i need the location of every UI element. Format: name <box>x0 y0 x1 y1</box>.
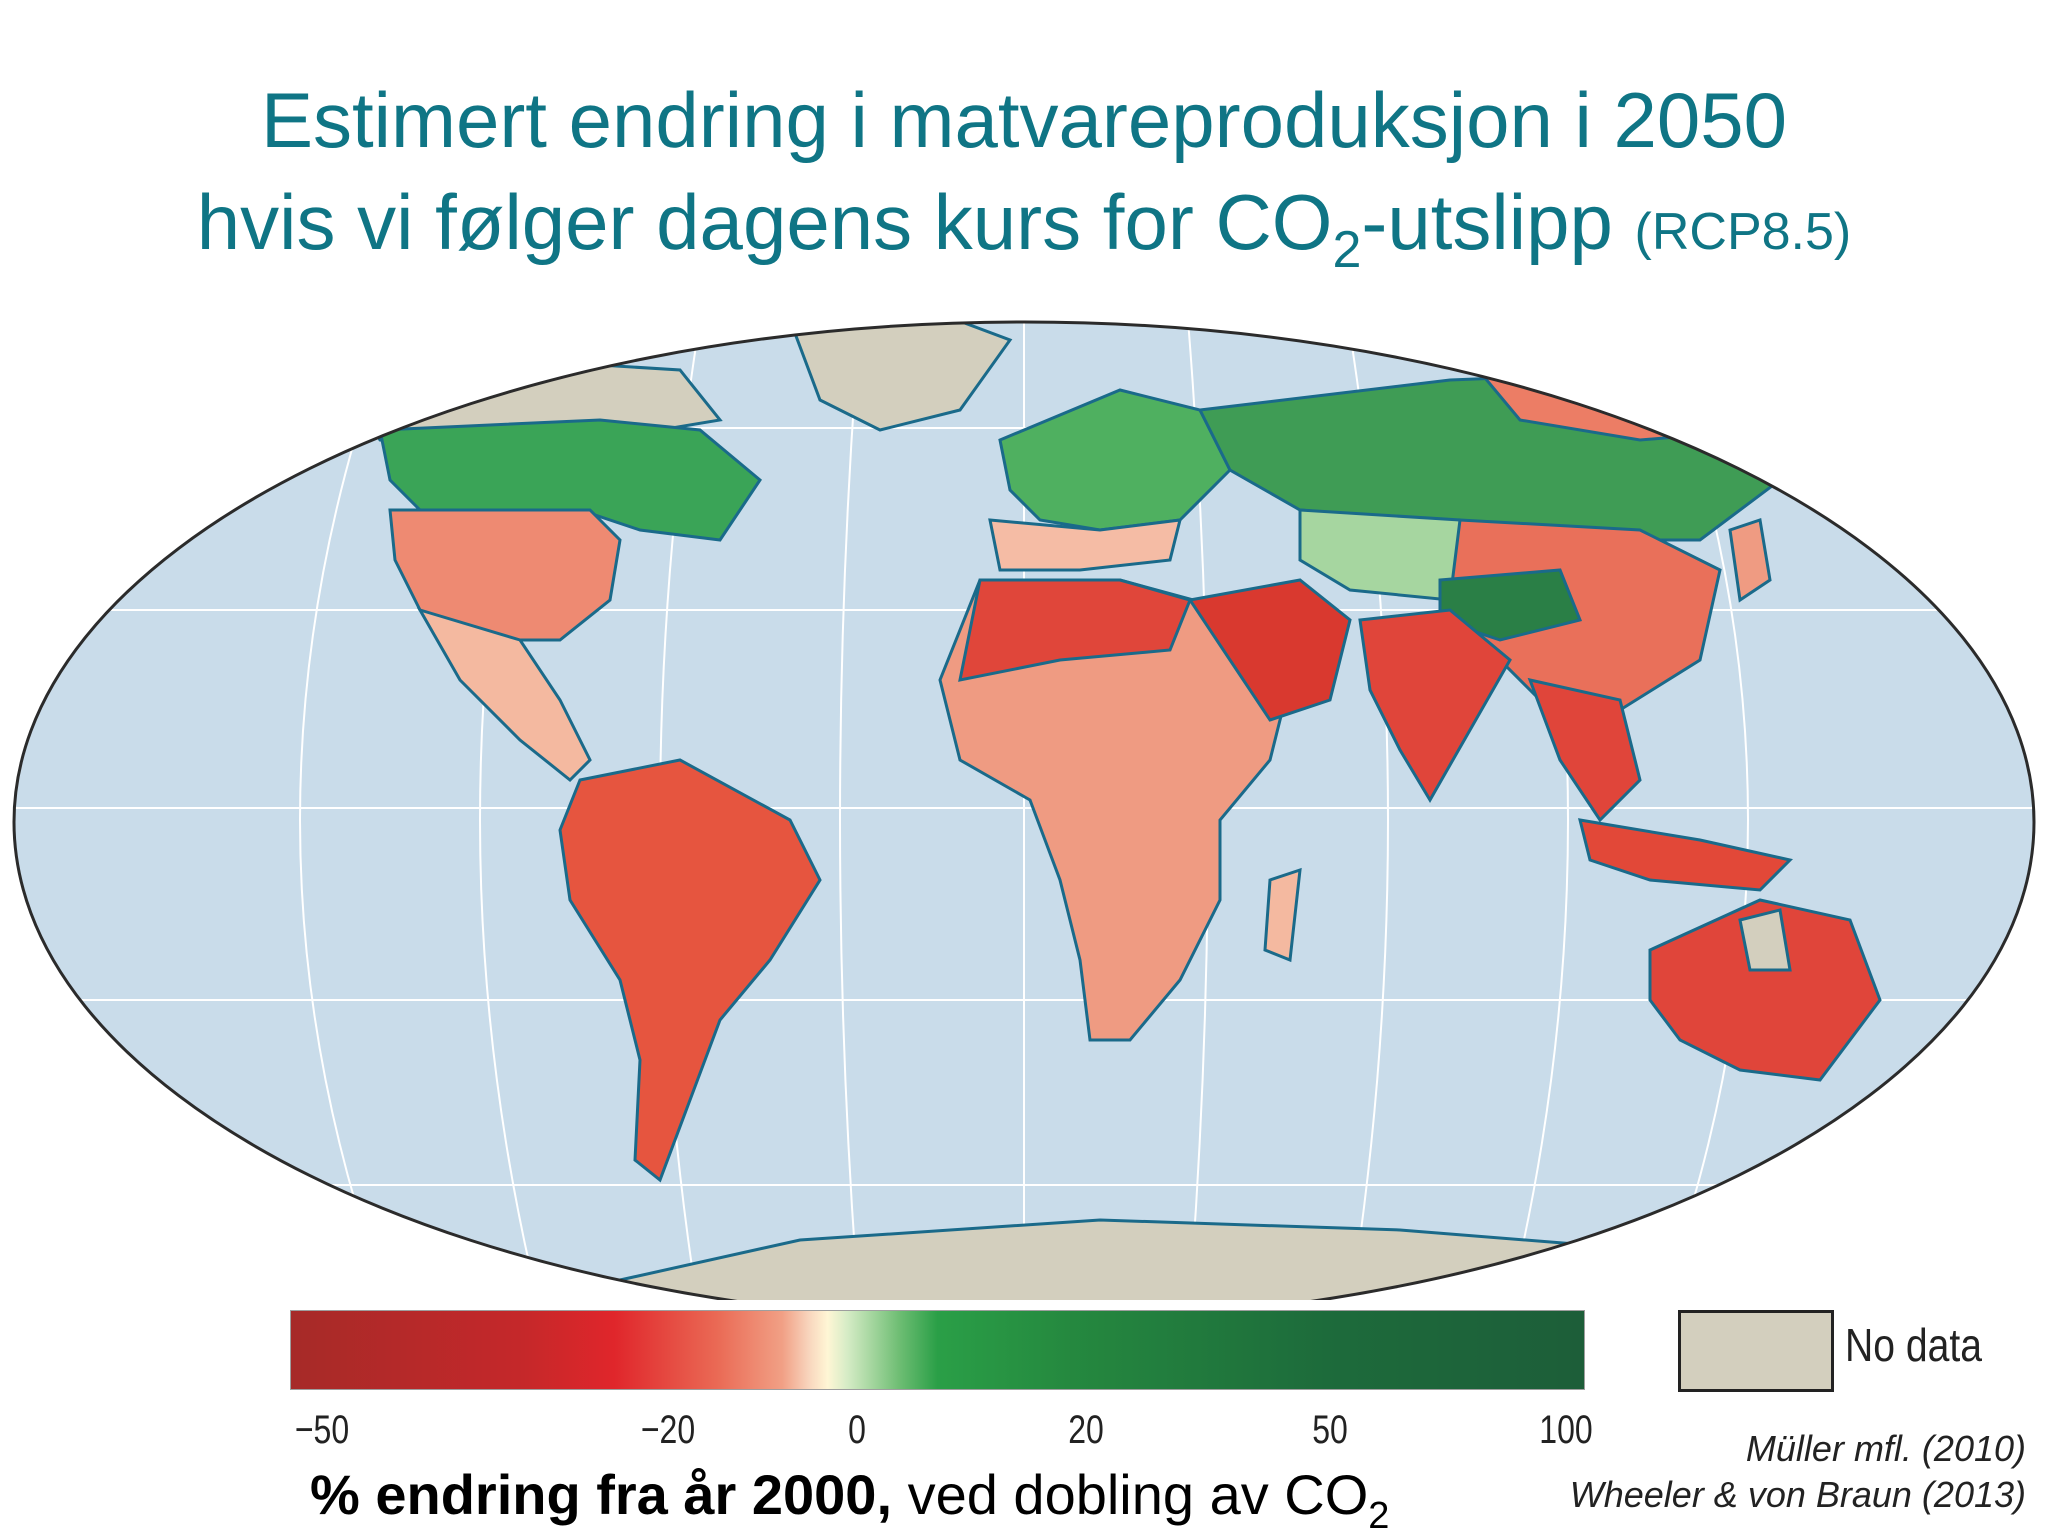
middle-east <box>1187 578 1352 722</box>
australia <box>1648 898 1882 1082</box>
usa <box>388 508 622 642</box>
no-data-swatch <box>1678 1310 1834 1392</box>
title-line-2: hvis vi følger dagens kurs for CO2-utsli… <box>0 170 2048 302</box>
legend-tick-0: 0 <box>848 1408 866 1452</box>
south-america <box>558 758 822 1183</box>
title-line-1: Estimert endring i matvareproduksjon i 2… <box>260 76 1788 164</box>
legend-axis-label: % endring fra år 2000, ved dobling av CO… <box>310 1462 1389 1538</box>
greenland <box>787 322 1013 432</box>
credit-line-2: Wheeler & von Braun (2013) <box>1569 1474 2026 1515</box>
axis-label-normal: ved dobling av CO <box>892 1463 1369 1526</box>
axis-label-subscript: 2 <box>1368 1495 1390 1537</box>
legend-tick-50: 50 <box>1312 1408 1348 1452</box>
japan <box>1728 518 1772 603</box>
australia-no-data <box>1738 908 1792 972</box>
legend-colorbar <box>290 1310 1585 1390</box>
india <box>1358 608 1512 803</box>
southern-europe <box>988 518 1182 572</box>
madagascar <box>1263 867 1302 963</box>
legend-tick-100: 100 <box>1539 1408 1593 1452</box>
central-america <box>416 607 592 783</box>
world-map <box>12 320 2036 1300</box>
sahara <box>958 578 1193 682</box>
indonesia <box>1577 818 1793 892</box>
map-globe <box>14 322 2034 1300</box>
title-line-2-text: hvis vi følger dagens kurs for CO <box>196 178 1333 266</box>
credit-line-1: Müller mfl. (2010) <box>1745 1428 2026 1469</box>
axis-label-bold: % endring fra år 2000, <box>310 1463 893 1526</box>
title-co2-subscript: 2 <box>1332 221 1362 279</box>
map-title: Estimert endring i matvareproduksjon i 2… <box>0 70 2048 302</box>
new-zealand <box>1897 1057 1953 1124</box>
title-line-2-suffix: -utslipp <box>1361 178 1613 266</box>
no-data-label: No data <box>1845 1319 1982 1371</box>
globe-outline <box>12 320 2036 1300</box>
title-scenario: (RCP8.5) <box>1634 203 1852 261</box>
legend-tick-minus-50: −50 <box>294 1408 350 1452</box>
southeast-asia <box>1527 677 1642 823</box>
legend-tick-minus-20: −20 <box>640 1408 696 1452</box>
legend-tick-20: 20 <box>1068 1408 1104 1452</box>
